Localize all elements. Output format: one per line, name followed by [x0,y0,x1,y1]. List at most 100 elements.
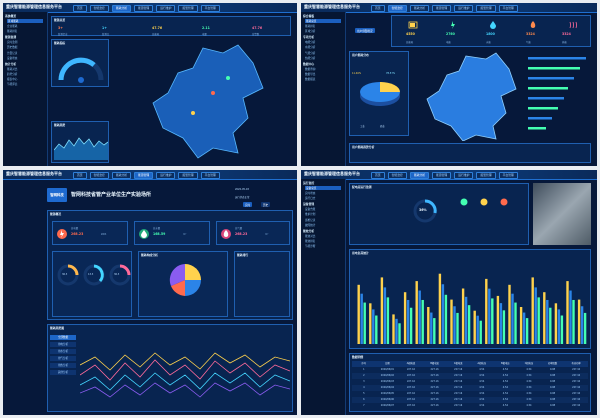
sidebar-item[interactable]: 数据查询 [305,67,316,71]
sidebar-item[interactable]: 能耗排名 [305,25,316,29]
nav-item[interactable]: 平台管理 [498,171,518,179]
sidebar-item[interactable]: 实时状态 [305,192,316,196]
sidebar-item[interactable]: 数据导出 [305,72,316,76]
sidebar-item[interactable]: 设备总览 [305,186,341,191]
bar [473,310,476,344]
bar [549,307,552,344]
table-cell: 227.16 [572,392,581,395]
trend-chart [54,137,108,160]
bar [421,299,424,344]
nav-item[interactable]: 运行维护 [454,171,474,179]
nav-item[interactable]: 平台管理 [498,4,518,12]
table-cell: 4.54 [502,386,508,389]
sidebar-item[interactable]: 数据报表 [305,77,316,81]
bar [528,77,574,80]
table-cell: 6 [363,398,365,401]
nav-item[interactable]: 运行维护 [156,4,176,12]
table-cell: 227.16 [454,404,463,407]
nav-item[interactable]: 首页 [371,171,385,179]
vertical-tab[interactable]: 用电分析 [50,342,76,347]
nav-item[interactable]: 运行维护 [156,171,176,179]
sidebar-item[interactable]: 故障统计 [305,223,316,227]
top-nav: 首页 智能监控 能耗分析 能源管理 运行维护 报警管理 平台管理 [73,171,220,179]
nav-item[interactable]: 首页 [73,4,87,12]
table-cell: 0.98 [549,392,556,395]
realtime-button[interactable]: 实时 [243,202,253,208]
nav-item[interactable]: 能源管理 [134,4,154,12]
icon-card-label: 水能 [486,41,491,44]
sidebar-item[interactable]: 维护计划 [305,213,316,217]
history-button[interactable]: 历史 [261,202,271,208]
reading-name: 总电量 [71,227,79,230]
nav-item[interactable]: 首页 [371,4,385,12]
sidebar-item[interactable]: 气能分析 [305,51,316,55]
sidebar-item[interactable]: 节能评估 [7,83,18,87]
nav-item[interactable]: 能源管理 [432,4,452,12]
sidebar-item[interactable]: 节能诊断 [305,244,316,248]
nav-item[interactable]: 智能监控 [387,4,407,12]
sidebar-item[interactable]: 报表中心 [7,77,18,81]
table-cell: 227.16 [454,392,463,395]
composition-card: 能耗构成分析 [138,251,228,317]
table-header-cell: B相电压 [501,362,510,365]
nav-item[interactable]: 报警管理 [178,171,198,179]
sidebar-item[interactable]: 能耗对比 [7,67,18,71]
sidebar-item[interactable]: 区域能耗 [7,19,43,24]
sidebar-item[interactable]: 告警记录 [7,51,18,55]
sidebar-item[interactable]: 历史数据 [7,46,18,50]
nav-item[interactable]: 智能监控 [89,171,109,179]
nav-item[interactable]: 运行维护 [454,4,474,12]
nav-item[interactable]: 能耗分析 [111,171,132,179]
sidebar-item[interactable]: 区域分析 [305,30,316,34]
table-row[interactable]: 5 2020/06/05 227.16 227.16 227.16 4.54 4.54 4.5… [352,391,588,397]
sidebar-item[interactable]: 设备状态 [7,56,18,60]
nav-item[interactable]: 智能监控 [387,171,407,179]
bar [580,306,584,344]
nav-item[interactable]: 报警管理 [178,4,198,12]
sidebar-item[interactable]: 运行日志 [305,197,316,201]
sidebar-item[interactable]: 水能分析 [305,46,316,50]
card-title: 用户能耗分布 [352,53,369,57]
sidebar-item[interactable]: 热能分析 [305,56,316,60]
nav-item[interactable]: 能耗分析 [409,4,430,12]
vertical-tab[interactable]: 用热分析 [50,363,76,368]
sidebar-item[interactable]: 电能分析 [305,41,316,45]
icon-card-label: 电能 [446,41,451,44]
bar [479,320,482,344]
sidebar-item[interactable]: 巡检记录 [305,218,316,222]
bar [418,290,421,344]
nav-item[interactable]: 报警管理 [476,4,496,12]
sidebar-item[interactable]: 实时监测 [7,41,18,45]
table-row[interactable]: 1 2020/06/01 227.16 227.16 227.16 4.54 4.54 4.5… [352,367,588,373]
nav-item[interactable]: 平台管理 [200,4,220,12]
table-cell: 227.16 [406,386,415,389]
table-row[interactable]: 2 2020/06/02 227.16 227.16 227.16 4.54 4.54 4.5… [352,373,588,379]
vertical-tab[interactable]: 用气分析 [50,356,76,361]
vertical-tab[interactable]: 其他分析 [50,370,76,375]
table-row[interactable]: 4 2020/06/04 227.16 227.16 227.16 4.54 4.54 4.5… [352,385,588,391]
nav-item[interactable]: 能耗分析 [409,171,430,179]
sidebar-item[interactable]: 能耗总览 [305,19,341,24]
nav-item[interactable]: 报警管理 [476,171,496,179]
table-row[interactable]: 7 2020/06/07 227.16 227.16 227.16 4.54 4.54 4.5… [352,403,588,409]
nav-item[interactable]: 能源管理 [134,171,154,179]
vertical-tab[interactable]: 用水分析 [50,349,76,354]
sidebar-item[interactable]: 能耗排名 [7,30,18,34]
nav-item[interactable]: 能源管理 [432,171,452,179]
user-alert-button[interactable]: 用户预警概况 [355,28,375,34]
sidebar-item[interactable]: 趋势分析 [7,72,18,76]
table-cell: 2020/06/07 [380,404,395,407]
vertical-tab[interactable]: 全部数据 [50,335,76,340]
table-row[interactable]: 6 2020/06/06 227.16 227.16 227.16 4.54 4.54 4.5… [352,397,588,403]
sidebar-item[interactable]: 企业能耗 [7,25,18,29]
table-row[interactable]: 3 2020/06/03 227.16 227.16 227.16 4.54 4.54 4.5… [352,379,588,385]
sidebar-item[interactable]: 设备台账 [305,208,316,212]
sidebar-item[interactable]: 能效排名 [305,239,316,243]
sidebar-item[interactable]: 能效对比 [305,234,316,238]
table-cell: 0.98 [549,368,556,371]
nav-item[interactable]: 智能监控 [89,4,109,12]
nav-item[interactable]: 平台管理 [200,171,220,179]
nav-item[interactable]: 首页 [73,171,87,179]
nav-item[interactable]: 能耗分析 [111,4,132,12]
pie-card: 用户能耗分布 11.46% 78.57% 工业 商业 [349,51,409,136]
